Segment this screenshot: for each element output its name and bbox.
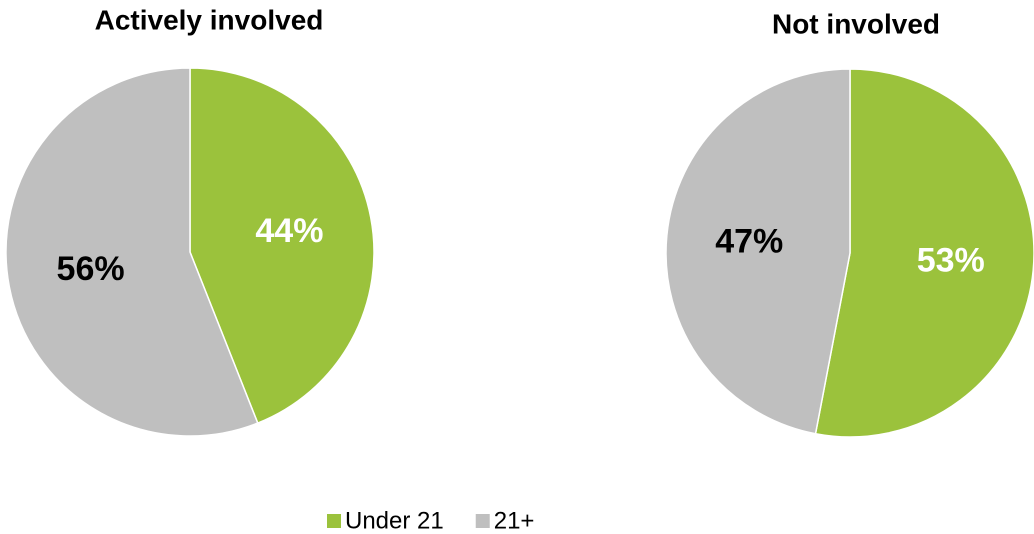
pie-slice	[189, 67, 375, 425]
value-label: 47%	[715, 222, 783, 260]
legend-swatch	[327, 514, 341, 528]
pie-slice	[5, 67, 259, 437]
legend-swatch	[475, 514, 490, 528]
pie-slice	[814, 68, 1034, 438]
value-label: 56%	[57, 250, 125, 288]
legend-label: 21+	[494, 507, 535, 534]
value-label: 44%	[255, 212, 323, 250]
chart-title: Not involved	[772, 8, 940, 39]
value-label: 53%	[917, 242, 985, 280]
pie-slice	[665, 68, 851, 435]
chart-title: Actively involved	[95, 4, 324, 35]
legend-label: Under 21	[345, 507, 444, 534]
